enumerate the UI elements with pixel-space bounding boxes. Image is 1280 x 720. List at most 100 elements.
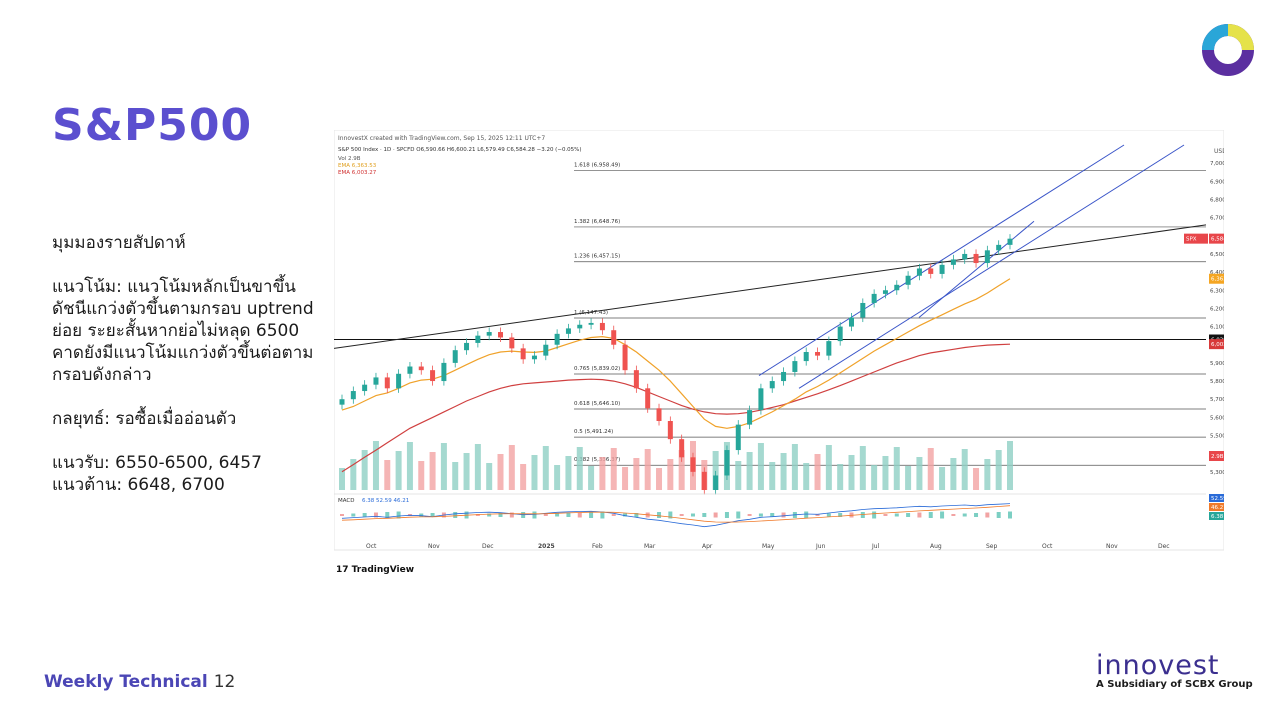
macd-histogram-bar xyxy=(532,511,537,519)
footer-label: Weekly Technical xyxy=(44,672,208,692)
macd-histogram-bar xyxy=(872,511,877,519)
candle-body xyxy=(384,377,390,389)
macd-histogram-bar xyxy=(724,512,729,518)
macd-histogram-bar xyxy=(747,514,752,516)
y-tick-label: 6,100.00 xyxy=(1210,325,1224,331)
macd-histogram-bar xyxy=(815,514,820,516)
macd-histogram-bar xyxy=(951,514,956,516)
candle-body xyxy=(803,352,809,362)
macd-histogram-bar xyxy=(781,512,786,518)
candle-body xyxy=(781,371,787,382)
macd-value-bg xyxy=(1209,512,1231,520)
brand-tagline: A Subsidiary of SCBX Group xyxy=(1096,679,1253,690)
y-tick-label: 6,500.00 xyxy=(1210,252,1224,258)
volume-bar xyxy=(995,450,1002,490)
indicator-label: Vol 2.9B xyxy=(338,156,361,162)
volume-bar xyxy=(361,450,368,490)
candle-body xyxy=(973,253,979,264)
volume-bar xyxy=(667,459,674,490)
x-tick-label: Mar xyxy=(644,543,656,550)
x-tick-label: Jun xyxy=(815,543,826,550)
symbol-line: S&P 500 Index · 1D · SPCFD O6,590.66 H6,… xyxy=(338,147,582,153)
macd-value-label: 6.38 xyxy=(1211,514,1224,520)
volume-bar xyxy=(610,448,617,490)
macd-histogram-bar xyxy=(1008,511,1012,519)
candle-body xyxy=(701,471,707,490)
macd-histogram-bar xyxy=(962,513,967,517)
volume-bar xyxy=(452,462,459,490)
candle-body xyxy=(520,348,526,360)
candle-body xyxy=(418,366,424,371)
volume-bar xyxy=(893,447,900,490)
volume-bar xyxy=(882,456,889,490)
volume-bar xyxy=(554,465,561,490)
volume-bar xyxy=(916,457,923,490)
candle-body xyxy=(928,268,934,274)
chart-header: InnovestX created with TradingView.com, … xyxy=(338,135,545,142)
volume-bar xyxy=(372,441,379,490)
candle-body xyxy=(679,439,685,458)
slide-title: S&P500 xyxy=(52,100,253,151)
volume-bar xyxy=(780,453,787,490)
y-tick-label: 5,700.00 xyxy=(1210,397,1224,403)
fib-level-label: 1.618 (6,958.49) xyxy=(574,163,620,169)
candle-body xyxy=(713,475,719,490)
macd-histogram-bar xyxy=(373,512,378,518)
volume-bar xyxy=(622,467,629,490)
macd-histogram-bar xyxy=(917,512,922,518)
y-tick-label: 5,500.00 xyxy=(1210,434,1224,440)
candle-body xyxy=(611,330,617,345)
y-tick-label: 6,300.00 xyxy=(1210,288,1224,294)
x-tick-label: Dec xyxy=(1158,543,1170,550)
macd-histogram-bar xyxy=(668,511,673,519)
x-tick-label: Nov xyxy=(428,543,440,550)
macd-histogram-bar xyxy=(634,513,639,517)
price-label: 6,363.53 xyxy=(1211,277,1224,283)
fib-level-label: 0.5 (5,491.24) xyxy=(574,429,613,435)
volume-bar xyxy=(769,462,776,490)
volume-bar xyxy=(837,464,844,490)
volume-bar xyxy=(520,464,527,490)
macd-histogram-bar xyxy=(996,512,1001,518)
y-tick-label: 6,700.00 xyxy=(1210,216,1224,222)
macd-histogram-bar xyxy=(566,513,571,517)
candle-body xyxy=(498,332,504,338)
volume-bar xyxy=(474,444,481,490)
macd-histogram-bar xyxy=(679,514,684,516)
macd-line xyxy=(341,503,1011,528)
macd-histogram-bar xyxy=(543,514,548,516)
volume-bar xyxy=(531,455,538,490)
fib-level-label: 0.765 (5,839.02) xyxy=(574,366,620,372)
channel-upper-line xyxy=(758,144,1125,377)
macd-histogram-bar xyxy=(509,512,514,518)
candle-body xyxy=(792,361,798,372)
view-label: มุมมองรายสัปดาห์ xyxy=(52,233,186,253)
candle-body xyxy=(826,341,832,356)
footer: Weekly Technical 12 xyxy=(44,672,235,692)
volume-bar xyxy=(1007,441,1013,490)
macd-histogram-bar xyxy=(611,514,616,516)
candle-body xyxy=(407,366,413,374)
x-tick-label: May xyxy=(762,543,775,550)
candle-body xyxy=(1007,238,1013,245)
candle-body xyxy=(565,328,571,334)
candle-body xyxy=(464,342,470,351)
y-tick-label: 6,400.00 xyxy=(1210,270,1224,276)
price-label: 6,584.28 xyxy=(1211,237,1224,243)
volume-bar xyxy=(927,448,934,490)
candle-body xyxy=(350,391,356,400)
chart-svg: InnovestX created with TradingView.com, … xyxy=(333,129,1239,575)
tradingview-logo: 17 TradingView xyxy=(336,565,414,575)
macd-histogram-bar xyxy=(713,512,718,518)
fib-level-label: 0.618 (5,646.10) xyxy=(574,401,620,407)
candle-body xyxy=(577,324,583,329)
y-tick-label: 6,200.00 xyxy=(1210,306,1224,312)
macd-histogram-bar xyxy=(589,512,594,518)
volume-bar xyxy=(565,456,572,490)
brand-logo: innovest A Subsidiary of SCBX Group xyxy=(1096,650,1256,690)
volume-bar xyxy=(814,454,821,490)
macd-histogram-bar xyxy=(770,513,775,517)
volume-bar xyxy=(384,460,391,490)
y-tick-label: 5,300.00 xyxy=(1210,470,1224,476)
volume-bar xyxy=(973,468,980,490)
